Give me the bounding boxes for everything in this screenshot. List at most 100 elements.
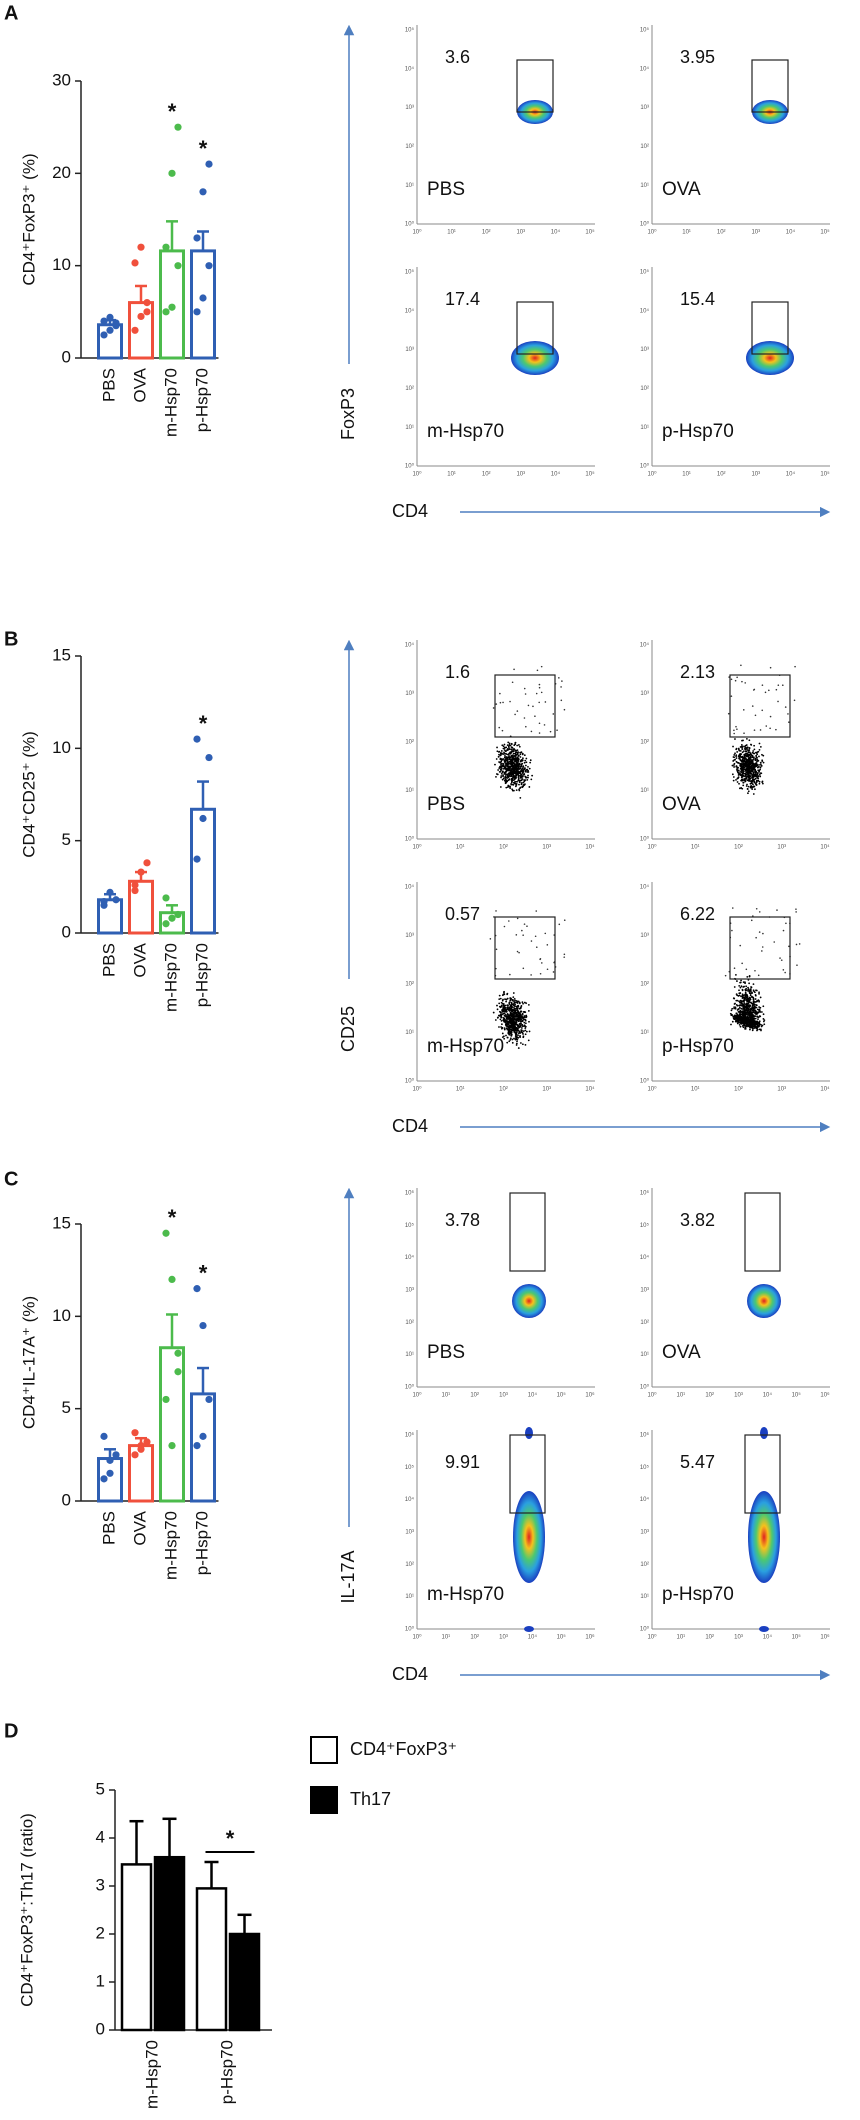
event-dot [754,1023,757,1026]
event-dot [507,1028,510,1031]
plot-tick-label: 10⁴ [528,1634,538,1641]
event-dot [511,681,514,684]
event-dot [741,763,744,766]
event-dot [538,686,541,689]
plot-label: m-Hsp70 [427,421,504,442]
event-dot [744,750,747,753]
event-dot [507,769,510,772]
event-dot [760,1029,762,1032]
event-dot [744,748,746,751]
event-dot [523,1015,526,1017]
event-dot [523,923,526,925]
panel-letter: A [4,2,18,24]
event-dot [737,1011,740,1013]
event-dot [527,1010,530,1012]
event-dot [499,997,502,1000]
plot-tick-label: 10¹ [691,845,700,851]
event-dot [507,765,510,768]
y-tick-label: 30 [52,70,71,89]
event-dot [731,773,734,776]
data-point [199,1432,207,1440]
plot-tick-label: 10¹ [640,1594,649,1600]
plot-tick-label: 10⁰ [412,1392,422,1399]
density-blob [748,1491,780,1583]
plot-tick-label: 10³ [405,105,414,111]
data-point [174,262,182,270]
event-dot [752,750,755,752]
event-dot [754,714,757,717]
y-axis-label: CD25 [338,1006,358,1052]
event-dot [525,1014,528,1017]
event-dot [502,998,504,1001]
event-dot [734,1015,737,1018]
event-dot [741,1021,743,1024]
event-dot [724,974,727,977]
event-dot [497,756,500,758]
plot-tick-label: 10¹ [682,472,691,478]
event-dot [765,725,768,727]
event-dot [512,996,515,999]
panel-letter: B [4,628,18,650]
gate [729,916,791,980]
event-dot [515,1001,517,1004]
event-dot [529,759,532,762]
event-dot [540,691,543,694]
data-point [162,308,170,316]
event-dot [784,971,786,974]
event-dot [738,1018,740,1021]
event-dot [520,1031,523,1033]
event-dot [795,943,798,946]
event-dot [507,772,510,775]
event-dot [731,1020,734,1023]
event-dot [511,761,514,764]
event-dot [546,944,549,946]
plot-tick-label: 10⁴ [405,884,415,891]
event-dot [759,761,762,764]
data-point [112,896,120,904]
event-dot [509,758,511,761]
event-dot [751,1004,754,1007]
event-dot [731,929,733,932]
event-dot [751,1020,754,1022]
gate [509,1434,546,1514]
event-dot [502,745,505,748]
event-dot [544,932,547,935]
plot-tick-label: 10¹ [405,183,414,189]
event-dot [494,763,496,766]
data-point [100,1475,108,1483]
event-dot [751,1022,754,1025]
data-point [162,243,170,251]
event-dot [517,1004,520,1007]
event-dot [505,1010,508,1013]
event-dot [528,1020,530,1023]
event-dot [751,1029,754,1032]
event-dot [752,999,755,1002]
y-tick-label: 0 [62,1490,71,1509]
event-dot [743,996,746,999]
event-dot [785,922,787,925]
event-dot [787,713,789,715]
event-dot [746,771,749,774]
event-dot [742,1014,745,1017]
event-dot [527,774,529,777]
event-dot [563,708,566,711]
event-dot [509,769,512,772]
data-point [131,886,139,895]
density-blob [512,1284,546,1318]
plot-tick-label: 10² [499,1087,508,1093]
event-dot [498,1002,501,1005]
plot-tick-label: 10² [470,1393,479,1399]
plot-tick-label: 10⁴ [405,307,415,314]
plot-tick-label: 10² [640,1562,649,1568]
event-dot [755,907,758,910]
event-dot [753,748,756,751]
event-dot [522,757,524,760]
event-dot [517,744,520,746]
event-dot [732,760,735,762]
plot-tick-label: 10⁰ [647,1086,657,1093]
gate-value: 5.47 [680,1452,715,1472]
event-dot [745,773,748,776]
event-dot [732,779,735,782]
event-dot [496,1016,499,1019]
data-point [205,262,213,270]
